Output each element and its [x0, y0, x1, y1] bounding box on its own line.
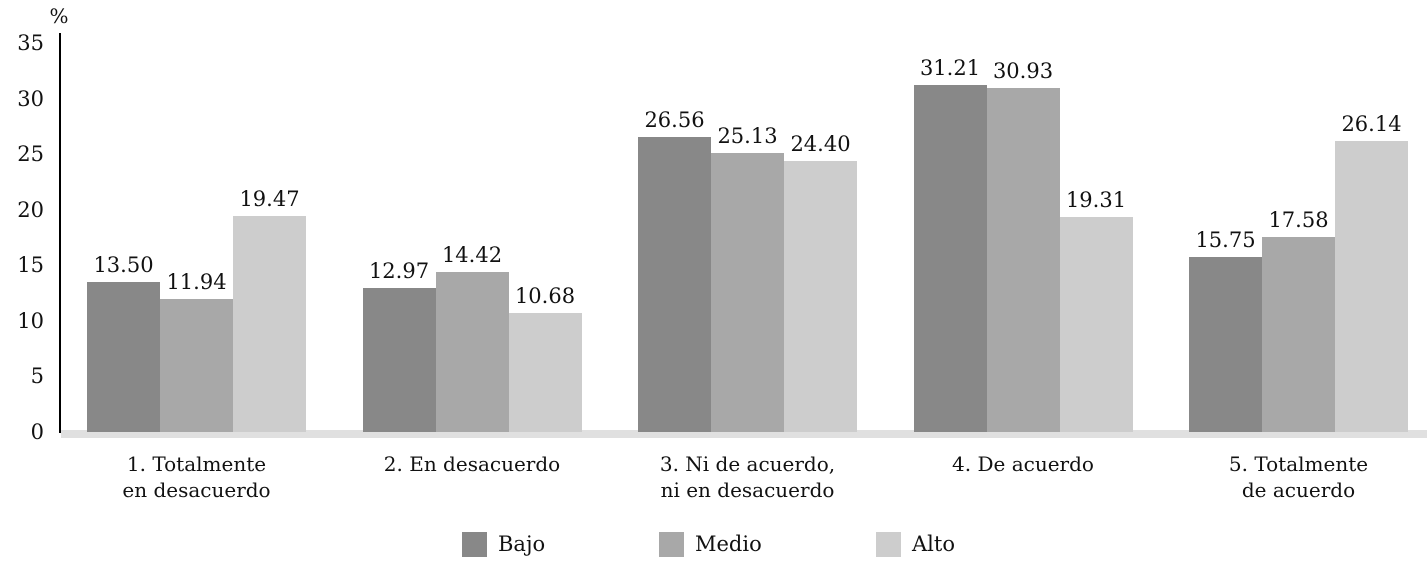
- bar-alto-category-5: [1335, 141, 1408, 432]
- y-tick-label: 5: [30, 364, 44, 389]
- y-tick-label: 15: [17, 253, 44, 278]
- bar-value-label: 17.58: [1268, 207, 1329, 232]
- y-axis-unit-label: %: [49, 4, 69, 28]
- y-tick-label: 0: [30, 420, 44, 444]
- bar-value-label: 12.97: [368, 258, 430, 283]
- bar-value-label: 13.50: [93, 252, 154, 277]
- legend-swatch-bajo: [462, 532, 487, 557]
- category-label-2: 2. En desacuerdo: [383, 452, 561, 476]
- legend-swatch-medio: [659, 532, 684, 557]
- bar-value-label: 15.75: [1195, 227, 1256, 252]
- bar-bajo-category-1: [87, 281, 160, 432]
- bar-alto-category-1: [233, 215, 306, 432]
- bar-alto-category-3: [784, 160, 857, 432]
- bar-value-label: 30.93: [992, 59, 1054, 84]
- bar-medio-category-5: [1262, 236, 1335, 432]
- bar-value-label: 31.21: [919, 56, 981, 81]
- category-label-3: 3. Ni de acuerdo, ni en desacuerdo: [659, 452, 836, 502]
- y-tick-label: 25: [17, 142, 44, 167]
- bar-bajo-category-4: [913, 85, 987, 432]
- bar-alto-category-2: [508, 313, 582, 432]
- bar-bajo-category-5: [1189, 256, 1262, 432]
- legend-label: Bajo: [498, 532, 546, 556]
- legend-label: Alto: [912, 532, 955, 556]
- bar-value-label: 14.42: [441, 242, 503, 267]
- bar-value-label: 25.13: [717, 123, 778, 148]
- bar-value-label: 26.14: [1341, 112, 1402, 137]
- bar-medio-category-1: [160, 299, 233, 432]
- bar-value-label: 10.68: [514, 284, 576, 309]
- bar-medio-category-4: [986, 88, 1060, 432]
- bar-bajo-category-3: [638, 136, 711, 432]
- bar-value-label: 11.94: [166, 270, 227, 295]
- bar-value-label: 24.40: [790, 131, 851, 156]
- legend-item-alto: Alto: [876, 532, 955, 557]
- bar-value-label: 19.31: [1065, 188, 1127, 213]
- y-tick-label: 35: [17, 31, 44, 55]
- bar-bajo-category-2: [362, 287, 436, 432]
- bar-value-label: 26.56: [644, 107, 705, 132]
- legend-label: Medio: [695, 532, 762, 556]
- category-label-4: 4. De acuerdo: [952, 452, 1094, 476]
- legend-item-medio: Medio: [659, 532, 762, 557]
- bar-medio-category-3: [711, 152, 784, 432]
- y-axis-line: [59, 33, 61, 433]
- legend-swatch-alto: [876, 532, 901, 557]
- bar-alto-category-4: [1059, 217, 1133, 432]
- y-tick-label: 30: [17, 86, 44, 111]
- bar-value-label: 19.47: [239, 186, 300, 211]
- x-axis-baseline: [61, 430, 1427, 438]
- y-tick-label: 10: [17, 308, 44, 333]
- bar-medio-category-2: [435, 271, 509, 432]
- y-tick-label: 20: [17, 197, 44, 222]
- category-label-5: 5. Totalmente de acuerdo: [1228, 452, 1369, 502]
- category-label-1: 1. Totalmente en desacuerdo: [122, 452, 271, 502]
- legend-item-bajo: Bajo: [462, 532, 545, 557]
